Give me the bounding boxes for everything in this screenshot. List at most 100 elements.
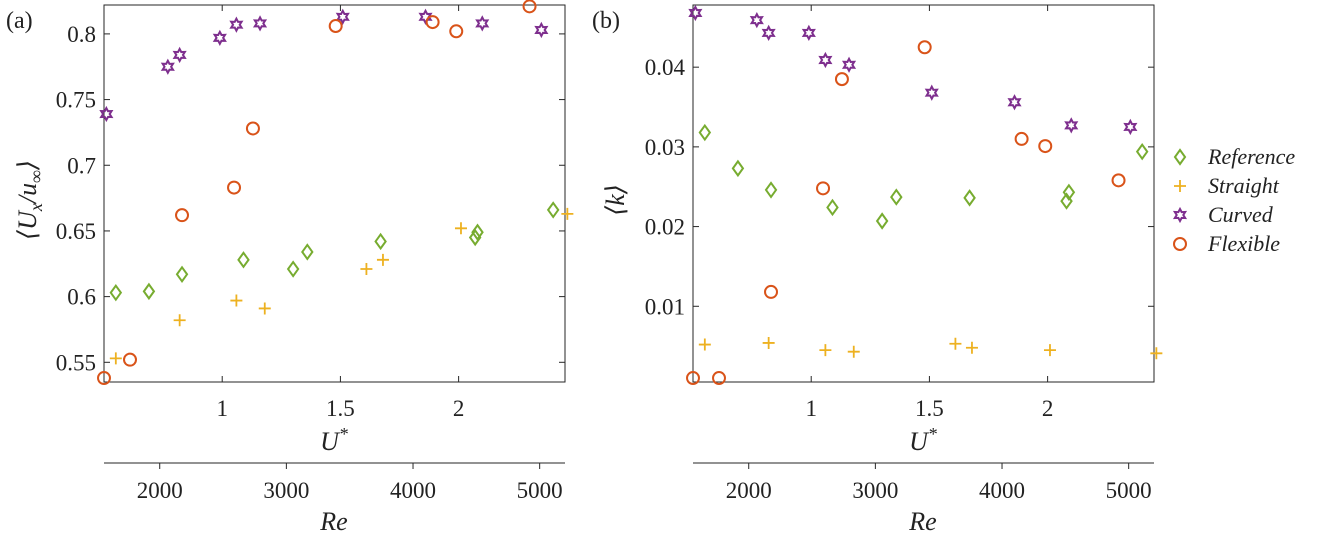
data-point-flexible-b: [1014, 131, 1029, 146]
data-point-curved-a: [252, 15, 268, 32]
data-point-reference-a: [301, 243, 314, 261]
data-point-curved-a: [335, 8, 350, 25]
secondary-x-label-b: Re: [908, 507, 936, 536]
data-point-flexible-a: [425, 15, 440, 30]
legend-marker-straight: [1174, 180, 1186, 192]
data-point-reference-b: [764, 181, 778, 199]
data-point-curved-b: [924, 84, 939, 101]
x-axis-a: 1 1.5 2: [216, 5, 464, 421]
y-axis-label-a: ⟨Ux/u∞⟩: [13, 160, 46, 240]
y-axis-label-b: ⟨k⟩: [601, 184, 630, 216]
data-point-curved-a: [99, 105, 114, 123]
data-point-reference-b: [875, 212, 889, 230]
data-point-straight-a: [230, 294, 243, 307]
data-point-curved-b: [841, 56, 857, 73]
data-point-curved-b: [1007, 94, 1022, 111]
data-point-straight-a: [561, 207, 574, 220]
data-point-reference-a: [237, 251, 250, 269]
data-point-straight-b: [698, 338, 711, 351]
y-tick-label: 0.75: [56, 88, 96, 113]
panel-a: (a) 1 1.5 2 0.550.60.650.70.750.8 U* ⟨Ux/u…: [6, 0, 574, 536]
data-point-straight-a: [376, 253, 389, 266]
x-axis-label-a: U*: [320, 424, 348, 456]
secondary-x-tick-label: 2000: [726, 478, 772, 503]
data-point-curved-b: [1064, 117, 1079, 134]
secondary-x-axis-b: 2000 3000 4000 5000: [726, 463, 1152, 503]
data-points-b: [686, 4, 1163, 386]
data-point-flexible-a: [227, 180, 242, 195]
data-point-flexible-a: [123, 352, 138, 367]
data-point-straight-a: [258, 302, 271, 315]
data-point-flexible-a: [522, 0, 537, 14]
secondary-x-label-a: Re: [319, 507, 347, 536]
x-tick-label: 1.5: [915, 396, 944, 421]
data-point-reference-a: [374, 232, 387, 251]
x-axis-label-b: U*: [909, 424, 937, 456]
data-point-flexible-b: [834, 72, 849, 87]
data-point-reference-a: [142, 282, 156, 301]
plot-frame-a: [103, 4, 566, 383]
x-tick-label: 1: [216, 396, 228, 421]
data-point-curved-a: [229, 16, 244, 33]
data-point-reference-b: [963, 189, 976, 207]
data-point-reference-a: [286, 260, 300, 278]
plot-frame-b: [692, 4, 1155, 383]
x-tick-label: 2: [1042, 396, 1054, 421]
secondary-x-axis-a: 2000 3000 4000 5000: [137, 463, 563, 503]
data-point-straight-b: [847, 345, 860, 358]
data-point-straight-a: [454, 222, 467, 235]
data-point-flexible-b: [1111, 173, 1126, 188]
data-point-flexible-a: [175, 208, 190, 223]
data-point-reference-a: [468, 228, 482, 247]
secondary-x-tick-label: 2000: [137, 478, 183, 503]
legend-marker-curved: [1172, 206, 1188, 224]
secondary-x-tick-label: 4000: [390, 478, 436, 503]
data-point-curved-b: [801, 24, 816, 42]
data-point-reference-b: [731, 159, 745, 178]
data-point-reference-a: [175, 265, 189, 283]
y-tick-label: 0.6: [67, 285, 96, 310]
legend-label-reference: Reference: [1207, 144, 1295, 169]
y-axis-a: 0.55 0.6 0.65 0.7 0.75 0.8: [56, 22, 565, 375]
panel-b: (b) 1 1.5 2 0.010.020.030.04 U* ⟨k⟩ 2000 30…: [592, 4, 1163, 536]
secondary-x-tick-label: 3000: [263, 478, 309, 503]
x-tick-label: 1.5: [326, 396, 355, 421]
data-point-straight-b: [1043, 344, 1056, 357]
data-point-reference-a: [109, 283, 123, 302]
secondary-x-tick-label: 5000: [517, 478, 563, 503]
data-point-straight-b: [949, 337, 962, 350]
y-tick-label: 0.55: [56, 350, 96, 375]
secondary-x-tick-label: 3000: [852, 478, 898, 503]
data-point-reference-b: [826, 198, 839, 217]
data-points-a: [97, 0, 574, 386]
data-point-flexible-b: [764, 284, 779, 299]
data-point-reference-b: [1135, 142, 1149, 161]
data-point-curved-b: [818, 51, 833, 69]
panel-label-b: (b): [592, 8, 620, 34]
legend-marker-reference: [1173, 148, 1187, 166]
data-point-straight-a: [173, 314, 186, 327]
data-point-straight-b: [819, 344, 832, 357]
data-point-flexible-b: [712, 371, 727, 386]
data-point-flexible-b: [1038, 139, 1053, 154]
data-point-curved-a: [475, 15, 490, 32]
data-point-curved-b: [1123, 118, 1138, 136]
secondary-x-tick-label: 4000: [979, 478, 1025, 503]
data-point-reference-a: [546, 201, 560, 219]
legend: Reference Straight Curved Flexible: [1172, 144, 1295, 256]
data-point-straight-b: [1150, 347, 1163, 360]
legend-label-curved: Curved: [1208, 202, 1274, 227]
legend-marker-flexible: [1173, 237, 1187, 251]
y-axis-b: 0.01 0.02 0.03 0.04: [645, 55, 1154, 319]
data-point-straight-b: [762, 336, 775, 349]
data-point-reference-b: [698, 123, 712, 142]
data-point-reference-b: [1062, 183, 1076, 202]
data-point-curved-b: [688, 4, 703, 22]
data-point-curved-b: [749, 11, 764, 29]
panel-label-a: (a): [6, 8, 33, 34]
x-axis-b: 1 1.5 2: [805, 5, 1053, 421]
secondary-x-tick-label: 5000: [1106, 478, 1152, 503]
data-point-flexible-a: [449, 24, 464, 39]
data-point-curved-a: [160, 58, 175, 75]
legend-label-flexible: Flexible: [1207, 231, 1280, 256]
